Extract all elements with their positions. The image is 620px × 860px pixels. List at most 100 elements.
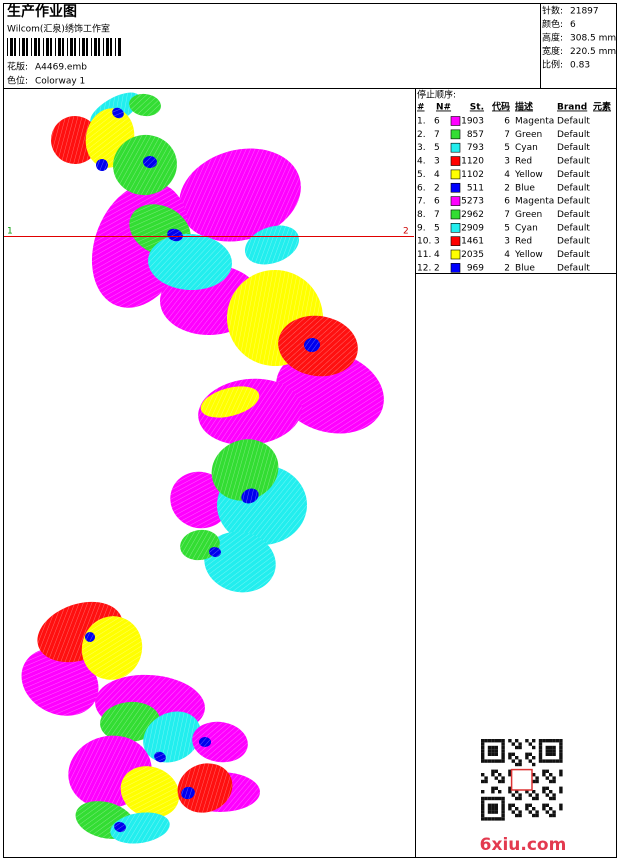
stitch-texture (21, 648, 99, 716)
qr-module (538, 759, 543, 763)
bar (55, 38, 56, 56)
qr-module (542, 769, 546, 773)
qr-module (491, 796, 495, 801)
qr-module (538, 752, 543, 756)
code: 4 (504, 170, 510, 180)
qr-module (532, 773, 536, 777)
bar (103, 38, 104, 56)
qr-module (481, 817, 485, 821)
qr-module (494, 752, 498, 756)
bar (10, 38, 13, 56)
qr-module (518, 762, 522, 767)
qr-module (501, 742, 505, 746)
qr-module (515, 790, 519, 794)
qr-module (498, 796, 502, 801)
stitch-texture (200, 386, 260, 418)
bar (98, 38, 100, 56)
company: Wilcom(汇泉)绣饰工作室 (7, 23, 110, 35)
bar (31, 38, 32, 56)
qr-module (501, 756, 505, 760)
watermark: 6xiu.com (480, 835, 567, 855)
needle: 7 (434, 210, 440, 220)
qr-module (549, 796, 553, 801)
qr-module (508, 769, 512, 773)
qr-module (555, 739, 560, 743)
bar (38, 38, 40, 56)
qr-module (542, 807, 546, 811)
qr-module (535, 796, 539, 801)
qr-module (491, 749, 495, 753)
qr-module (501, 752, 505, 756)
qr-module (545, 739, 549, 743)
qr-module (559, 742, 563, 746)
qr-module (549, 807, 553, 811)
qr-module (481, 745, 485, 750)
color-swatch (450, 116, 461, 126)
qr-module (545, 745, 549, 750)
qr-module (552, 752, 556, 756)
qr-module (538, 742, 543, 746)
qr-module (491, 817, 495, 821)
qr-module (545, 752, 549, 756)
qr-module (545, 749, 549, 753)
qr-module (494, 769, 498, 773)
qr-module (487, 817, 492, 821)
description: Blue (515, 263, 535, 273)
row-index: 12. (417, 263, 431, 273)
stitch-texture (148, 233, 232, 291)
column-header: # (417, 103, 425, 113)
description: Cyan (515, 223, 538, 233)
description: Red (515, 237, 532, 247)
stat-value: 0.83 (570, 61, 590, 71)
qr-module (538, 749, 543, 753)
color-swatch (450, 249, 461, 260)
stitches: 2962 (461, 210, 484, 220)
bar (106, 38, 109, 56)
qr-module (511, 803, 515, 807)
bar (118, 38, 121, 56)
brand: Default (557, 130, 590, 140)
design-label: 花版: (7, 61, 28, 73)
qr-module (484, 776, 488, 780)
qr-module (481, 739, 485, 743)
code: 7 (504, 210, 510, 220)
qr-module (515, 762, 519, 767)
qr-module (508, 752, 512, 756)
code: 6 (504, 117, 510, 127)
brand: Default (557, 237, 590, 247)
qr-module (501, 810, 505, 814)
description: Yellow (514, 170, 543, 180)
brand: Default (557, 157, 590, 167)
bar (58, 38, 61, 56)
qr-module (511, 759, 515, 763)
row-index: 3. (417, 143, 426, 153)
bar (62, 38, 64, 56)
row-index: 6. (417, 183, 426, 193)
qr-module (494, 817, 498, 821)
brand: Default (557, 183, 590, 193)
stitch-texture (85, 632, 95, 642)
qr-module (552, 745, 556, 750)
brand: Default (557, 117, 590, 127)
qr-module (508, 756, 512, 760)
qr-module (487, 759, 492, 763)
code: 6 (504, 197, 510, 207)
stitches: 2909 (461, 223, 484, 233)
qr-module (481, 779, 485, 784)
qr-module (518, 796, 522, 801)
qr-module (552, 813, 556, 818)
qr-module (501, 803, 505, 807)
stitch-texture (100, 701, 160, 743)
qr-module (552, 749, 556, 753)
qr-module (532, 813, 536, 818)
needle: 5 (434, 143, 440, 153)
qr-module (532, 745, 536, 750)
stitches: 1461 (461, 237, 484, 247)
qr-module (487, 807, 492, 811)
qr-module (549, 745, 553, 750)
row-index: 9. (417, 223, 426, 233)
qr-module (491, 745, 495, 750)
stitch-texture (96, 159, 108, 171)
qr-module (542, 803, 546, 807)
